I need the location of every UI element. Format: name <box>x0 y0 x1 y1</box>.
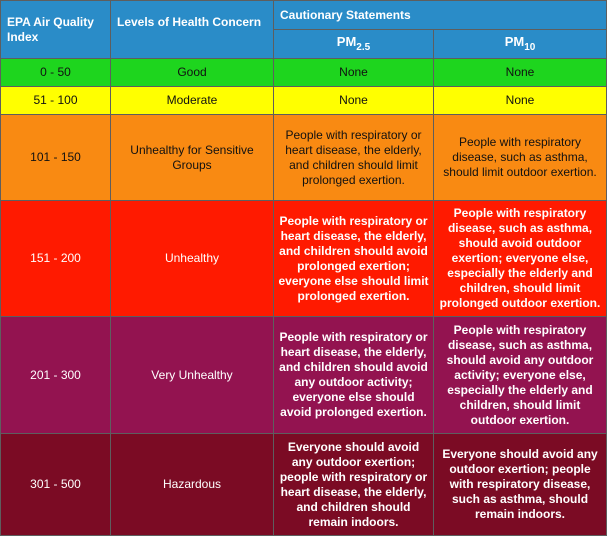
header-pm10: PM10 <box>432 29 608 59</box>
pm10-statement: Everyone should avoid any outdoor exerti… <box>432 433 608 536</box>
aqi-range: 101 - 150 <box>0 114 111 201</box>
pm25-statement: People with respiratory or heart disease… <box>273 114 434 201</box>
health-level: Very Unhealthy <box>110 316 274 434</box>
header-row: EPA Air Quality Index Levels of Health C… <box>0 0 608 59</box>
aqi-range: 301 - 500 <box>0 433 111 536</box>
header-pm25-base: PM <box>336 33 357 49</box>
aqi-range: 0 - 50 <box>0 58 111 87</box>
table-row-hazardous: 301 - 500 Hazardous Everyone should avoi… <box>0 433 608 536</box>
health-level: Hazardous <box>110 433 274 536</box>
pm25-statement: None <box>273 86 434 115</box>
pm10-statement: People with respiratory disease, such as… <box>432 200 608 317</box>
header-cautionary: Cautionary Statements <box>272 0 608 30</box>
header-subrow: PM2.5 PM10 <box>1 29 608 59</box>
header-index: EPA Air Quality Index <box>0 0 111 59</box>
pm10-statement: People with respiratory disease, such as… <box>432 316 608 434</box>
pm10-statement: None <box>432 58 608 87</box>
pm10-statement: People with respiratory disease, such as… <box>432 114 608 201</box>
header-pm25-sub: 2.5 <box>356 41 371 53</box>
table-row-very-unhealthy: 201 - 300 Very Unhealthy People with res… <box>0 316 608 434</box>
pm10-statement: None <box>432 86 608 115</box>
aqi-range: 151 - 200 <box>0 200 111 317</box>
health-level: Unhealthy <box>110 200 274 317</box>
table-row-usg: 101 - 150 Unhealthy for Sensitive Groups… <box>0 114 608 201</box>
pm25-statement: People with respiratory or heart disease… <box>273 316 434 434</box>
pm25-statement: None <box>273 58 434 87</box>
health-level: Unhealthy for Sensitive Groups <box>110 114 274 201</box>
table-row-moderate: 51 - 100 Moderate None None <box>0 86 608 115</box>
aqi-range: 201 - 300 <box>0 316 111 434</box>
table-row-good: 0 - 50 Good None None <box>0 58 608 87</box>
header-pm10-sub: 10 <box>524 41 536 53</box>
header-pm10-base: PM <box>504 33 525 49</box>
aqi-range: 51 - 100 <box>0 86 111 115</box>
pm25-statement: People with respiratory or heart disease… <box>273 200 434 317</box>
table-row-unhealthy: 151 - 200 Unhealthy People with respirat… <box>0 200 608 317</box>
health-level: Good <box>110 58 274 87</box>
header-concern: Levels of Health Concern <box>110 0 274 59</box>
header-pm25: PM2.5 <box>273 29 434 59</box>
health-level: Moderate <box>110 86 274 115</box>
pm25-statement: Everyone should avoid any outdoor exerti… <box>273 433 434 536</box>
